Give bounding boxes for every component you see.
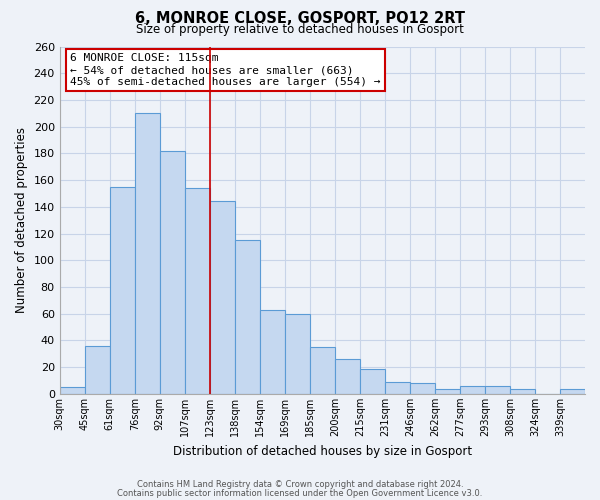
Text: 6, MONROE CLOSE, GOSPORT, PO12 2RT: 6, MONROE CLOSE, GOSPORT, PO12 2RT	[135, 11, 465, 26]
Bar	[185, 188, 210, 394]
Text: Contains HM Land Registry data © Crown copyright and database right 2024.: Contains HM Land Registry data © Crown c…	[137, 480, 463, 489]
Text: 6 MONROE CLOSE: 115sqm
← 54% of detached houses are smaller (663)
45% of semi-de: 6 MONROE CLOSE: 115sqm ← 54% of detached…	[70, 54, 380, 86]
Text: Contains public sector information licensed under the Open Government Licence v3: Contains public sector information licen…	[118, 488, 482, 498]
Bar	[285, 314, 310, 394]
Bar	[385, 382, 410, 394]
Bar	[560, 388, 585, 394]
Bar	[485, 386, 510, 394]
Bar	[460, 386, 485, 394]
Bar	[310, 347, 335, 394]
Bar	[510, 388, 535, 394]
X-axis label: Distribution of detached houses by size in Gosport: Distribution of detached houses by size …	[173, 444, 472, 458]
Bar	[260, 310, 285, 394]
Bar	[335, 359, 360, 394]
Y-axis label: Number of detached properties: Number of detached properties	[15, 127, 28, 313]
Bar	[160, 150, 185, 394]
Bar	[210, 202, 235, 394]
Bar	[85, 346, 110, 394]
Bar	[360, 368, 385, 394]
Text: Size of property relative to detached houses in Gosport: Size of property relative to detached ho…	[136, 22, 464, 36]
Bar	[135, 114, 160, 394]
Bar	[110, 187, 135, 394]
Bar	[235, 240, 260, 394]
Bar	[435, 388, 460, 394]
Bar	[59, 387, 85, 394]
Bar	[410, 383, 435, 394]
